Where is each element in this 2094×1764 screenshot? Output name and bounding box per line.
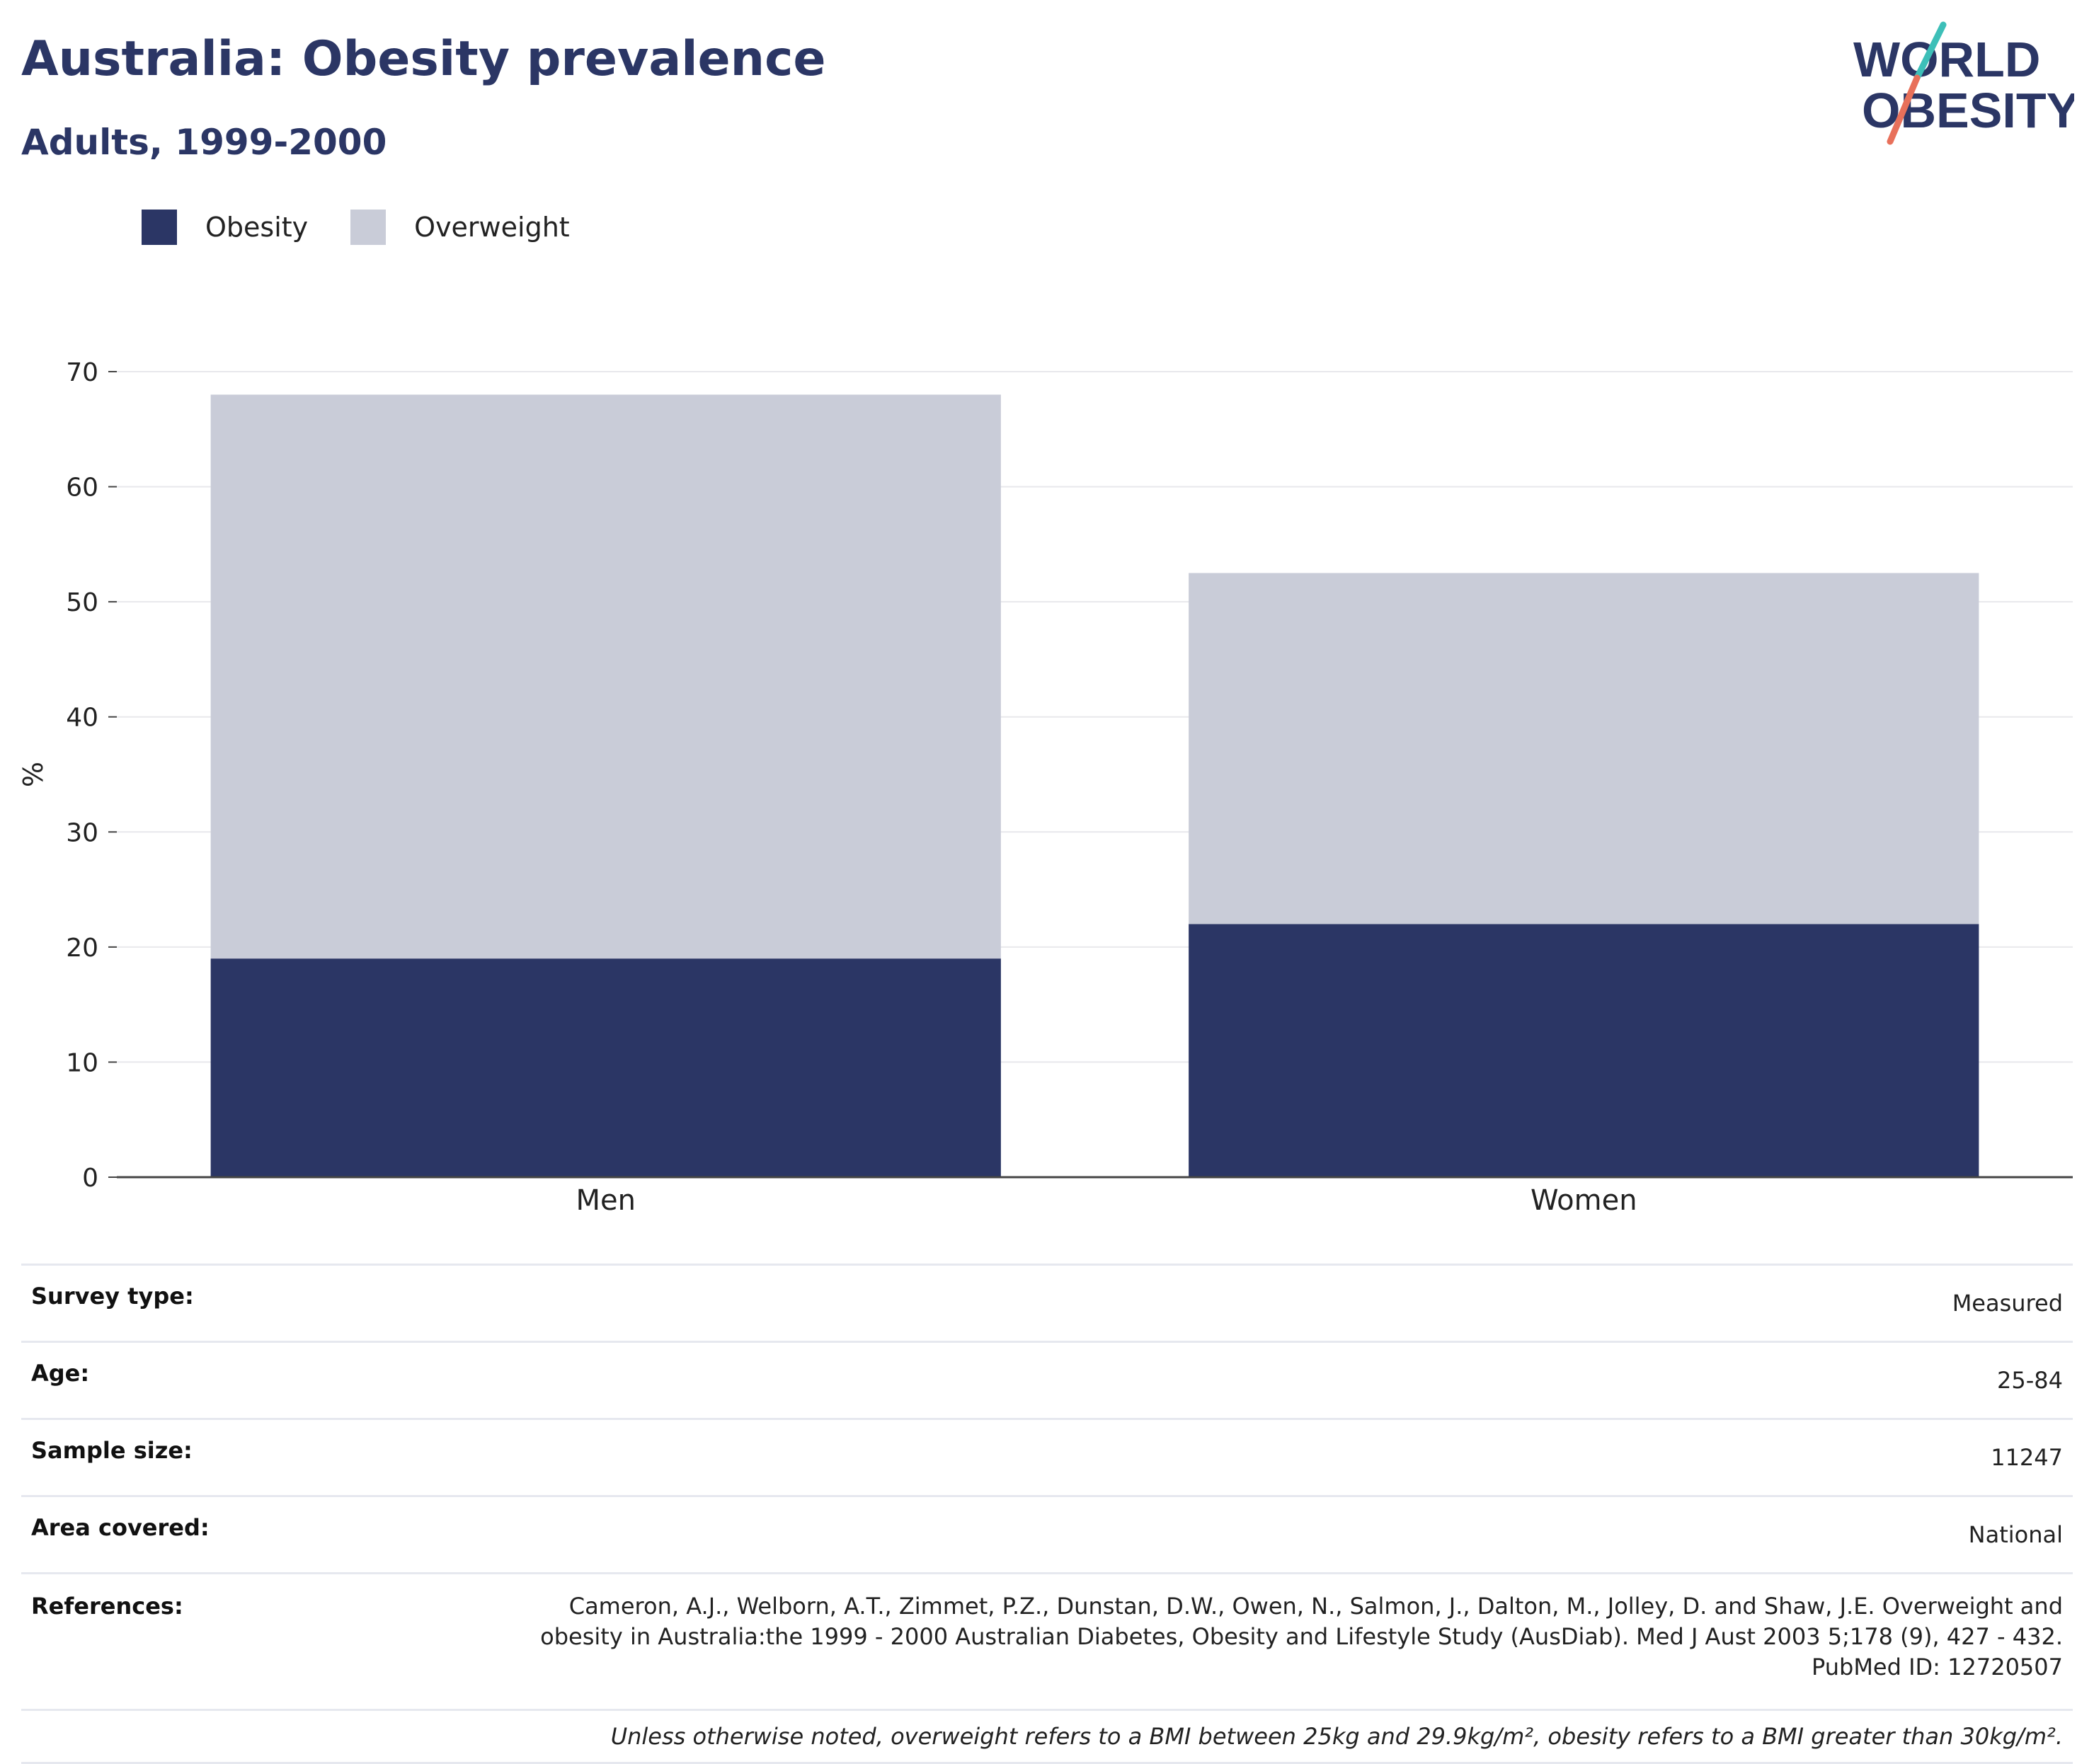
y-tick-label: 0 (82, 1164, 98, 1193)
y-tick-label: 50 (66, 588, 98, 617)
world-obesity-logo: WORLD OBESITY (1853, 21, 2074, 145)
bar-men-obesity[interactable] (210, 958, 1001, 1177)
info-key: Age: (21, 1341, 395, 1419)
logo-line-1: WORLD (1853, 32, 2040, 87)
y-tick-label: 30 (66, 818, 98, 847)
info-row-age: Age: 25-84 (21, 1341, 2073, 1419)
y-tick-label: 70 (66, 358, 98, 387)
info-row-references: References: Cameron, A.J., Welborn, A.T.… (21, 1572, 2073, 1710)
bars (210, 394, 1979, 1177)
x-axis-labels: Men Women (576, 1184, 1637, 1217)
y-tick-label: 60 (66, 474, 98, 503)
legend-item-obesity[interactable]: Obesity (142, 210, 308, 245)
stacked-bar-chart: 0 10 20 30 40 50 60 70 Men Women % (18, 358, 2073, 1217)
x-category-label: Men (576, 1184, 636, 1217)
y-tick-label: 10 (66, 1048, 98, 1077)
references-text: Cameron, A.J., Welborn, A.T., Zimmet, P.… (395, 1572, 2073, 1710)
y-axis-label: % (18, 762, 49, 787)
bar-men-overweight[interactable] (210, 394, 1001, 959)
info-key: Area covered: (21, 1495, 395, 1574)
info-value: 25-84 (395, 1341, 2073, 1419)
info-row-sample-size: Sample size: 11247 (21, 1418, 2073, 1496)
info-value: 11247 (395, 1418, 2073, 1496)
info-value: Measured (395, 1264, 2073, 1342)
info-key: References: (21, 1572, 395, 1710)
bmi-footnote: Unless otherwise noted, overweight refer… (21, 1709, 2073, 1764)
info-row-area-covered: Area covered: National (21, 1495, 2073, 1574)
y-tick-label: 40 (66, 704, 98, 733)
bar-women-obesity[interactable] (1189, 924, 1979, 1177)
bmi-footnote-row: Unless otherwise noted, overweight refer… (21, 1709, 2073, 1764)
survey-info-table: Survey type: Measured Age: 25-84 Sample … (21, 1264, 2073, 1764)
logo-slash-teal (1913, 21, 1947, 81)
info-value: National (395, 1495, 2073, 1574)
legend-label-obesity: Obesity (205, 212, 309, 243)
info-key: Survey type: (21, 1264, 395, 1342)
y-tick-label: 20 (66, 934, 98, 963)
logo-slash-coral (1887, 74, 1921, 145)
y-axis-ticks: 0 10 20 30 40 50 60 70 (66, 358, 117, 1193)
info-key: Sample size: (21, 1418, 395, 1496)
chart-subtitle: Adults, 1999-2000 (21, 122, 387, 163)
legend-swatch-obesity (142, 210, 177, 245)
legend-swatch-overweight (350, 210, 387, 245)
legend: Obesity Overweight (142, 210, 612, 245)
bar-women-overweight[interactable] (1189, 573, 1979, 924)
legend-item-overweight[interactable]: Overweight (350, 210, 570, 245)
chart-title: Australia: Obesity prevalence (21, 31, 826, 87)
legend-label-overweight: Overweight (414, 212, 570, 243)
x-category-label: Women (1531, 1184, 1637, 1217)
info-row-survey-type: Survey type: Measured (21, 1264, 2073, 1342)
